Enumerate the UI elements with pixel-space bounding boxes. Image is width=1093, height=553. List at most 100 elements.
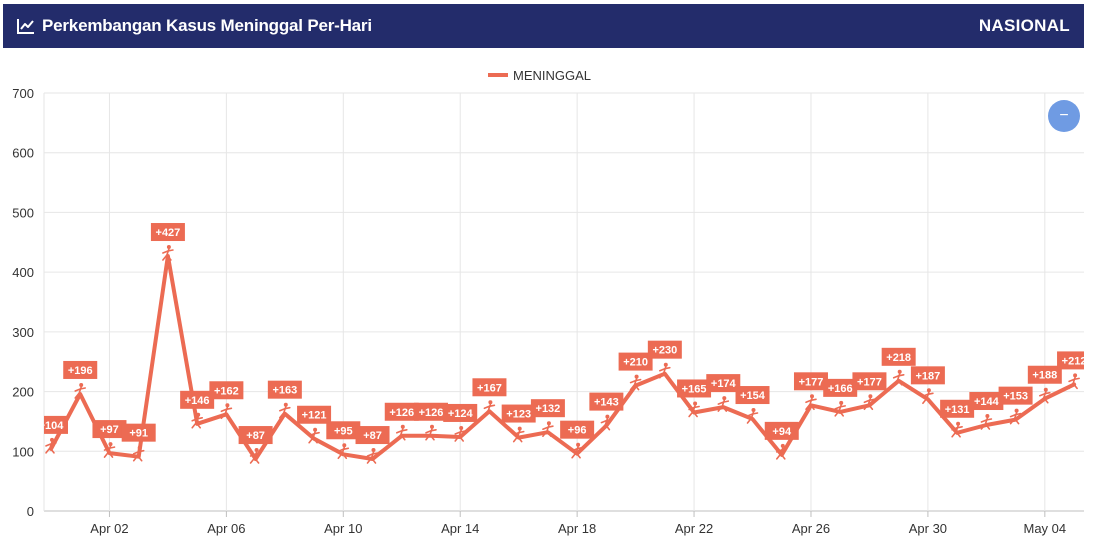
marker-figure [658,365,671,379]
data-label-bg [297,405,332,424]
data-label: +210 [618,352,653,371]
data-label-bg [121,423,156,442]
data-label: +124 [443,403,478,422]
marker-figure [629,377,642,391]
marker-figure [425,427,437,441]
data-label-text: +87 [246,430,265,442]
legend-label: MENINGGAL [513,68,591,83]
data-label-bg [44,415,68,434]
data-label: +196 [63,360,98,379]
data-point [980,414,993,430]
data-label-bg [852,372,887,391]
data-label-text: +154 [740,390,766,402]
data-label: +162 [209,381,244,400]
data-point [132,445,145,462]
data-label-bg [63,360,98,379]
data-label-bg [881,347,916,366]
y-tick-label: 400 [12,265,34,280]
data-label-text: +153 [1003,391,1028,403]
data-label: +188 [1027,365,1062,384]
data-label: +132 [530,399,565,418]
marker-figure [454,429,467,442]
marker-head [283,402,288,407]
marker-head [810,394,814,399]
data-label-text: +126 [389,407,414,419]
data-point [103,442,116,458]
zoom-out-button[interactable]: − [1048,100,1080,132]
y-tick-label: 200 [12,385,34,400]
data-point [45,437,57,454]
data-label-text: +144 [974,396,1000,408]
marker-figure [746,411,759,424]
data-label-bg [735,386,770,405]
data-label-text: +124 [448,408,474,420]
data-label-bg [1027,365,1062,384]
data-label-bg [677,379,712,398]
marker-figure [366,451,379,464]
x-tick-label: Apr 14 [441,521,479,536]
data-point [395,424,408,441]
y-tick-label: 300 [12,325,34,340]
marker-head [166,245,171,249]
data-label-text: +97 [100,424,119,436]
marker-figure [308,430,320,444]
data-point [278,402,291,419]
marker-head [926,388,931,393]
data-point [746,408,759,424]
chart-legend[interactable]: MENINGGAL [488,68,591,83]
data-label-text: +91 [129,428,148,440]
marker-figure [1039,390,1051,404]
y-tick-label: 0 [27,504,34,519]
data-label-text: +123 [506,409,531,421]
data-label-text: +230 [652,345,677,357]
data-label-bg [910,366,945,385]
marker-figure [600,417,613,431]
data-point [863,394,876,411]
marker-figure [220,406,233,420]
chart-data-labels: +104 +196 +97 +91 +427 +146 +162 +87 +163 +121 +95… [44,223,1084,445]
chart-grid [43,92,1084,512]
data-point [892,369,905,386]
data-label: +94 [764,421,799,440]
data-label-bg [647,340,682,359]
data-label: +87 [238,426,273,445]
data-point [951,421,963,438]
marker-figure [805,397,817,411]
x-tick-label: Apr 18 [558,521,596,536]
marker-head [50,437,54,442]
data-point [425,424,437,441]
data-point [775,443,788,460]
data-label-text: +427 [156,227,181,239]
data-label-text: +177 [799,376,824,388]
marker-figure [512,429,525,443]
data-label-text: +162 [214,385,239,397]
marker-figure [951,424,963,438]
chart-line-icon [17,19,34,34]
data-label-text: +188 [1032,370,1057,382]
data-label-bg [969,392,1004,411]
marker-head [634,374,639,379]
data-label-bg [150,223,185,242]
data-label-bg [618,352,653,371]
series-line-meninggal [49,254,1077,461]
x-tick-label: Apr 06 [207,521,245,536]
marker-head [693,401,698,406]
data-label: +146 [180,390,215,409]
x-tick-label: Apr 10 [324,521,362,536]
marker-head [342,443,347,448]
marker-head [371,448,376,452]
data-label: +174 [706,374,741,393]
data-label: +143 [589,392,624,411]
data-label: +177 [852,372,887,391]
data-label-bg [764,421,799,440]
data-point [191,412,203,429]
data-label: +126 [384,402,419,421]
data-label: +91 [121,423,156,442]
data-label: +153 [998,386,1033,405]
marker-head [400,424,405,429]
marker-figure [863,397,876,411]
data-point [454,426,467,442]
data-label-text: +218 [886,352,911,364]
data-label: +187 [910,366,945,385]
data-point [1039,387,1051,404]
